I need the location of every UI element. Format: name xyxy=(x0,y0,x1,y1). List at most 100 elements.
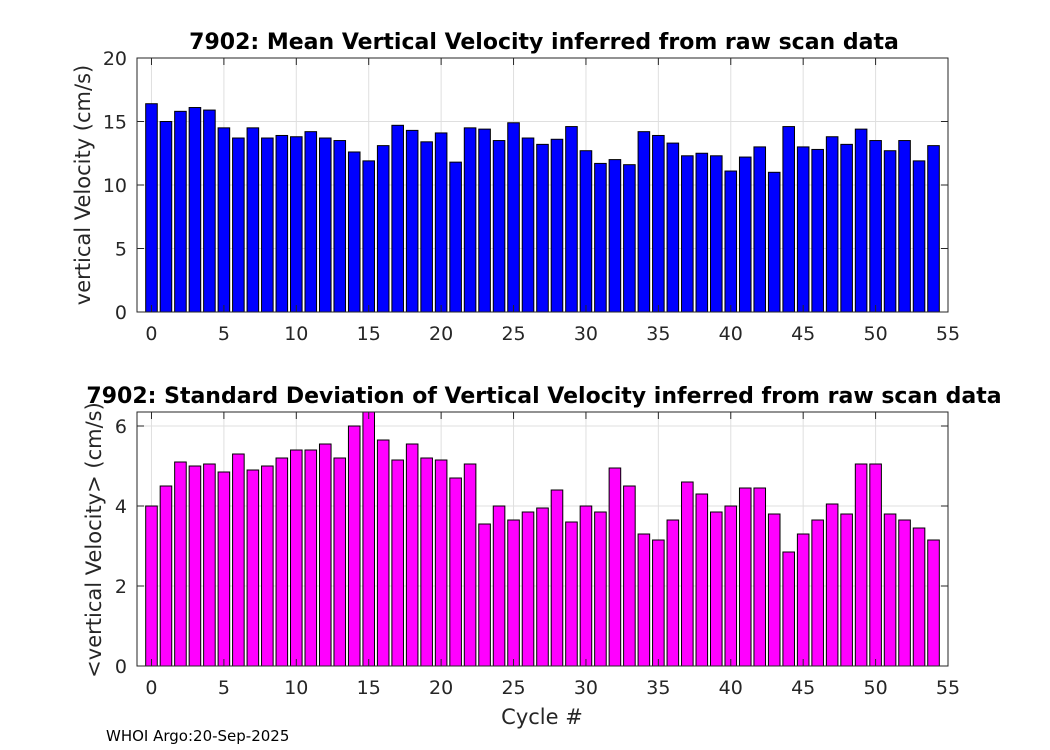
bar xyxy=(521,137,535,313)
bar xyxy=(724,505,738,667)
bar xyxy=(507,122,520,313)
x-tick-label: 50 xyxy=(863,323,887,345)
bar xyxy=(347,151,361,313)
bar xyxy=(217,471,231,667)
bar xyxy=(290,449,303,667)
bar xyxy=(767,171,781,313)
bar xyxy=(188,465,202,667)
bar xyxy=(681,481,694,667)
bar xyxy=(159,121,173,313)
x-tick-label: 5 xyxy=(218,677,230,699)
bar xyxy=(782,551,795,667)
bar xyxy=(811,148,824,313)
bar xyxy=(434,459,448,667)
bar xyxy=(333,457,347,667)
bar xyxy=(825,136,839,313)
bar xyxy=(927,145,940,313)
bar xyxy=(318,443,332,667)
bar xyxy=(217,127,231,313)
x-tick-label: 40 xyxy=(719,323,743,345)
bar xyxy=(521,511,535,667)
bar xyxy=(898,519,911,667)
tick-marks xyxy=(137,57,949,313)
bar xyxy=(738,156,752,313)
x-tick-label: 50 xyxy=(863,677,887,699)
bar xyxy=(840,143,853,313)
bar xyxy=(478,523,491,667)
bar xyxy=(362,160,376,313)
bar xyxy=(347,425,361,667)
bar xyxy=(912,160,926,313)
x-axis-label: Cycle # xyxy=(501,705,583,729)
bar xyxy=(246,469,260,667)
bar xyxy=(869,463,882,667)
bar xyxy=(637,131,651,313)
bar xyxy=(753,487,767,667)
x-tick-label: 0 xyxy=(145,677,157,699)
y-tick-label: 20 xyxy=(103,48,127,70)
bar xyxy=(666,519,680,667)
tick-marks xyxy=(137,412,949,667)
bar xyxy=(463,127,477,313)
bar xyxy=(449,161,462,313)
bar xyxy=(927,539,940,667)
bar xyxy=(318,137,332,313)
bar xyxy=(550,489,564,667)
y-tick-label: 4 xyxy=(115,496,127,518)
bar xyxy=(594,511,607,667)
footer-credit: WHOI Argo:20-Sep-2025 xyxy=(106,727,289,745)
bar-series xyxy=(145,103,940,313)
x-tick-label: 5 xyxy=(218,323,230,345)
bar xyxy=(463,463,477,667)
bar xyxy=(782,126,795,313)
x-tick-labels: 0 5 10 15 20 25 30 35 40 45 50 55 xyxy=(145,323,960,345)
x-tick-label: 10 xyxy=(284,323,308,345)
x-tick-label: 40 xyxy=(719,677,743,699)
bar xyxy=(174,110,187,313)
x-tick-label: 20 xyxy=(429,677,453,699)
y-tick-label: 6 xyxy=(115,416,127,438)
bar xyxy=(492,140,506,313)
bar xyxy=(767,513,781,667)
bar xyxy=(420,457,433,667)
bar xyxy=(840,513,853,667)
bar xyxy=(637,533,651,667)
bar xyxy=(449,477,462,667)
bar xyxy=(753,146,767,313)
bar xyxy=(666,142,680,313)
bar xyxy=(420,141,433,313)
y-tick-label: 0 xyxy=(115,656,127,678)
bar xyxy=(854,463,868,667)
bar xyxy=(232,137,245,313)
y-tick-label: 0 xyxy=(115,302,127,324)
bar xyxy=(203,463,216,667)
bar xyxy=(579,150,593,313)
bar xyxy=(579,505,593,667)
bar xyxy=(695,493,709,667)
bar xyxy=(478,128,491,313)
bar xyxy=(898,140,911,313)
x-tick-label: 45 xyxy=(791,677,815,699)
bar xyxy=(492,505,506,667)
bar xyxy=(796,146,810,313)
bar xyxy=(796,533,810,667)
bar xyxy=(203,109,216,313)
y-tick-labels: 0 2 4 6 xyxy=(115,416,127,678)
bar xyxy=(883,513,897,667)
x-tick-label: 0 xyxy=(145,323,157,345)
mean-velocity-axes: 7902: Mean Vertical Velocity inferred fr… xyxy=(71,30,960,345)
bar xyxy=(912,527,926,667)
bar xyxy=(695,152,709,313)
y-axis-label: vertical Velocity (cm/s) xyxy=(71,65,95,305)
y-tick-label: 5 xyxy=(115,239,127,261)
bar xyxy=(391,459,404,667)
x-tick-label: 20 xyxy=(429,323,453,345)
bar xyxy=(376,145,390,313)
bar xyxy=(709,155,723,313)
chart-title: 7902: Standard Deviation of Vertical Vel… xyxy=(86,384,1001,409)
bar xyxy=(261,137,274,313)
x-tick-labels: 0 5 10 15 20 25 30 35 40 45 50 55 xyxy=(145,677,960,699)
x-tick-label: 35 xyxy=(646,323,670,345)
bar xyxy=(652,539,665,667)
